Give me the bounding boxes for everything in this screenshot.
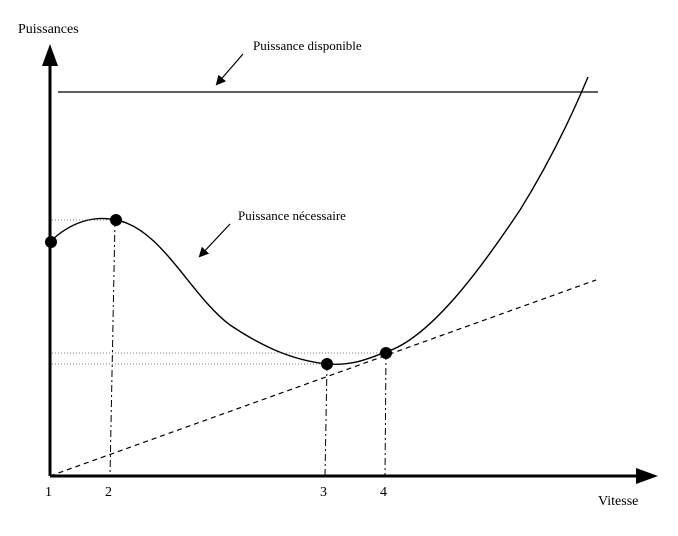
y-axis-arrow-icon [42,44,58,66]
point-4-label: 4 [380,485,387,500]
required-power-label: Puissance nécessaire [238,208,346,223]
y-axis-label: Puissances [18,22,79,37]
point-3-marker [321,358,333,370]
tangent-line [49,279,597,477]
x-axis-label: Vitesse [598,494,638,509]
available-power-pointer [215,53,244,86]
point-3-label: 3 [320,485,327,500]
point-1-label: 1 [45,485,52,500]
guide-v-point-4 [384,352,387,477]
guide-v-point-2 [109,219,116,477]
point-2-label: 2 [105,485,112,500]
point-1-marker [45,236,57,248]
required-power-pointer [198,223,231,258]
x-axis-arrow-icon [636,468,658,484]
point-2-marker [110,214,122,226]
point-4-marker [380,347,392,359]
available-power-label: Puissance disponible [253,38,362,53]
guide-v-point-3 [324,363,328,477]
